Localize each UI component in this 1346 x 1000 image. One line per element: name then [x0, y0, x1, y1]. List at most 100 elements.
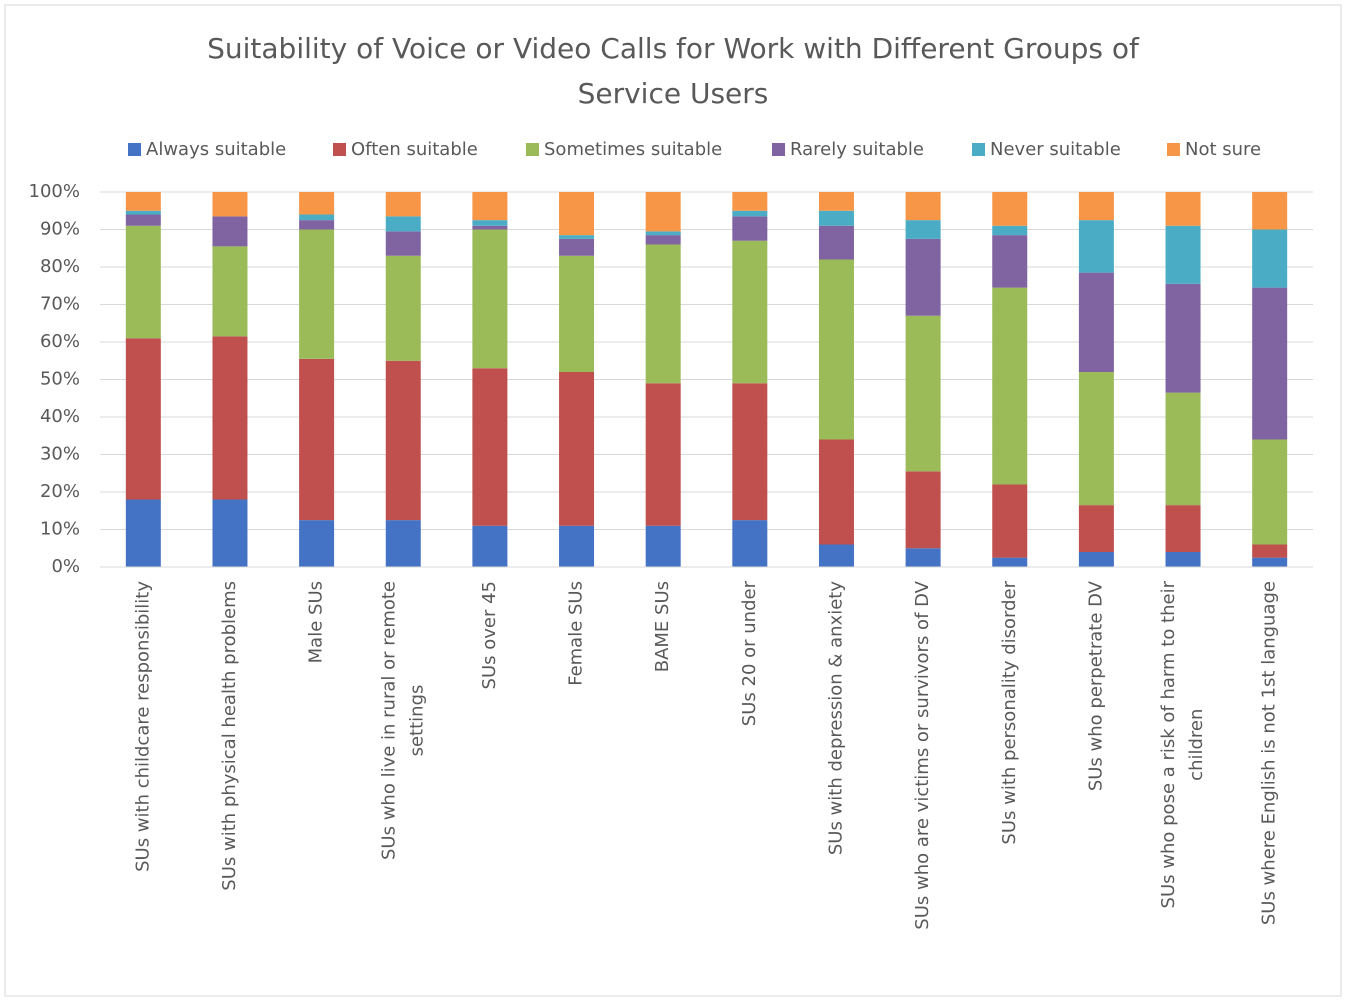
bar-segment [645, 244, 681, 384]
bar-segment [472, 220, 508, 226]
bar-segment [818, 439, 854, 545]
bar-segment [818, 544, 854, 567]
bar-segment [125, 210, 161, 215]
bar-segment [992, 225, 1028, 236]
bar-segment [212, 499, 248, 567]
bar-segment [905, 315, 941, 472]
bar-segment [1165, 225, 1201, 284]
x-tick-label: BAME SUs [652, 581, 673, 672]
bar-segment [559, 525, 595, 567]
bar-segment [212, 246, 248, 337]
bar-segment [559, 192, 595, 236]
x-tick-label: SUs who live in rural or remote settings [378, 581, 427, 860]
bar-segment [559, 235, 595, 239]
y-tick-label: 50% [40, 369, 80, 390]
legend-swatch [128, 143, 141, 156]
bar-segment [645, 383, 681, 526]
bar-segment [818, 210, 854, 226]
bar-segment [645, 525, 681, 567]
bar-segment [905, 220, 941, 239]
legend-label: Sometimes suitable [544, 139, 722, 160]
bar-segment [385, 520, 421, 567]
x-tick-label: SUs where English is not 1st language [1259, 581, 1280, 925]
bar-segment [125, 338, 161, 500]
legend-label: Often suitable [351, 139, 478, 160]
bar-segment [1252, 192, 1288, 230]
legend-swatch [1167, 143, 1180, 156]
bar-segment [472, 525, 508, 567]
legend-label: Never suitable [990, 139, 1121, 160]
bar-segment [1165, 392, 1201, 506]
bar-segment [212, 192, 248, 217]
x-tick-label: SUs who are victims or survivors of DV [912, 580, 933, 929]
bar-segment [732, 192, 768, 211]
bar-segment [385, 216, 421, 232]
bar-segment [559, 372, 595, 526]
bar-segment [1252, 439, 1288, 545]
bar-segment [905, 548, 941, 567]
bar-segment [1165, 283, 1201, 393]
bar-segment [385, 231, 421, 256]
y-tick-label: 60% [40, 331, 80, 352]
legend-label: Not sure [1185, 139, 1261, 160]
bar-segment [1252, 557, 1288, 567]
legend-swatch [772, 143, 785, 156]
bar-segment [992, 287, 1028, 485]
x-tick-label: SUs over 45 [479, 581, 500, 689]
bar-segment [472, 368, 508, 526]
y-tick-label: 0% [51, 556, 80, 577]
x-tick-label: SUs with childcare responsibility [132, 581, 153, 872]
bar-segment [299, 229, 335, 359]
bar-segment [472, 225, 508, 230]
y-tick-label: 100% [29, 181, 80, 202]
chart-title: Suitability of Voice or Video Calls for … [207, 32, 1140, 110]
bar-segment [732, 210, 768, 217]
legend-swatch [526, 143, 539, 156]
bar-segment [125, 192, 161, 211]
y-tick-label: 30% [40, 444, 80, 465]
bar-segment [992, 192, 1028, 226]
x-tick-label: SUs with physical health problems [219, 581, 240, 891]
bar-segment [992, 557, 1028, 567]
bar-segment [732, 216, 768, 241]
legend-label: Always suitable [146, 139, 286, 160]
bar-segment [1252, 287, 1288, 440]
bar-segment [385, 255, 421, 361]
x-tick-label: SUs who pose a risk of harm to their chil… [1158, 580, 1207, 908]
bar-segment [905, 238, 941, 316]
legend-swatch [972, 143, 985, 156]
bar-segment [818, 192, 854, 211]
bar-segment [992, 484, 1028, 558]
y-tick-label: 70% [40, 294, 80, 315]
bar-segment [1078, 220, 1114, 273]
bar-segment [1078, 372, 1114, 506]
bar-segment [645, 192, 681, 232]
bar-segment [299, 358, 335, 521]
x-tick-label: SUs with depression & anxiety [825, 581, 846, 855]
bar-segment [818, 259, 854, 440]
bar-segment [125, 499, 161, 567]
bar-segment [905, 471, 941, 549]
y-tick-label: 80% [40, 256, 80, 277]
bar-segment [1252, 229, 1288, 288]
bar-segment [385, 192, 421, 217]
bar-segment [299, 192, 335, 215]
bar-segment [905, 192, 941, 221]
bar-segment [472, 192, 508, 221]
bar-segment [645, 231, 681, 236]
bar-segment [645, 235, 681, 245]
bar-segment [299, 520, 335, 567]
bar-segment [212, 216, 248, 247]
legend-swatch [333, 143, 346, 156]
bar-segment [125, 225, 161, 339]
y-tick-label: 10% [40, 519, 80, 540]
bar-segment [1078, 272, 1114, 372]
bar-segment [385, 360, 421, 521]
x-tick-label: SUs who perpetrate DV [1085, 580, 1106, 791]
y-tick-label: 20% [40, 481, 80, 502]
bar-segment [732, 240, 768, 384]
bar-segment [1165, 505, 1201, 552]
bar-segment [125, 214, 161, 226]
x-tick-label: SUs with personality disorder [999, 580, 1020, 844]
bar-segment [732, 520, 768, 567]
